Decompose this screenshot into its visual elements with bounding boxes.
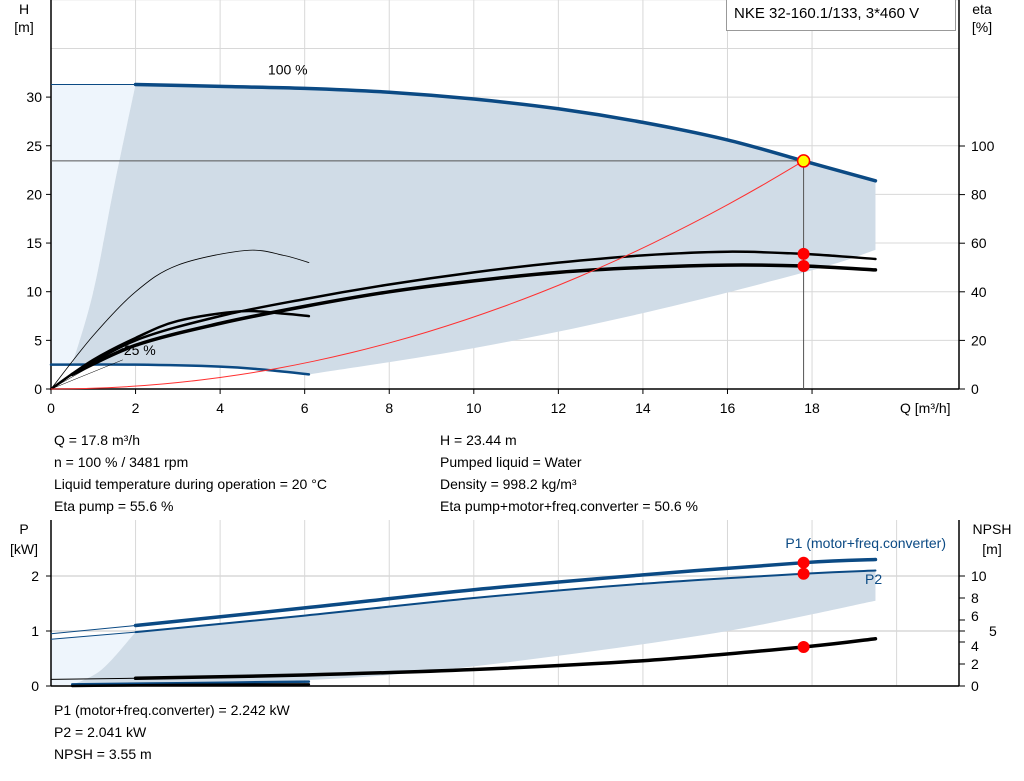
npsh-tick-label: 0 [971, 678, 979, 694]
npsh-tick-label: 10 [971, 568, 987, 584]
eta-origin-line [50, 359, 123, 390]
legend-p2: P2 [865, 571, 882, 587]
info-flow: Q = 17.8 m³/h [54, 432, 140, 448]
operating-area-light [51, 84, 136, 365]
y-tick-label-left: 0 [34, 381, 42, 397]
x-tick-label: 12 [551, 400, 567, 416]
info-liquid-temp: Liquid temperature during operation = 20… [54, 476, 327, 492]
operating-area [72, 84, 876, 375]
info-eta-pump: Eta pump = 55.6 % [54, 498, 174, 514]
duty-point-head [796, 154, 811, 168]
speed-label-max: 100 % [268, 62, 308, 78]
info-liquid: Pumped liquid = Water [440, 454, 582, 470]
info-head: H = 23.44 m [440, 432, 517, 448]
y-tick-label-left: 30 [26, 89, 42, 105]
x-tick-label: 8 [385, 400, 393, 416]
x-tick-label: 4 [216, 400, 224, 416]
y-tick-label-right: 100 [971, 138, 995, 154]
duty-point-eta-total [797, 260, 810, 273]
x-tick-label: 14 [635, 400, 651, 416]
duty-point-npsh [797, 640, 810, 653]
y-tick-label-right: 80 [971, 187, 987, 203]
y-axis-label-right: eta [972, 1, 992, 17]
head-curve-min [49, 363, 311, 376]
y-tick-label-left: 20 [26, 186, 42, 202]
npsh-tick-label: 6 [971, 608, 979, 624]
x-tick-label: 18 [804, 400, 820, 416]
eta-total-curve-min-speed [49, 309, 311, 391]
x-tick-label: 6 [301, 400, 309, 416]
y-tick-label-right: 40 [971, 284, 987, 300]
y-axis-label-right-unit: [%] [972, 19, 992, 35]
p-tick-label: 1 [31, 623, 39, 639]
x-tick-label: 2 [132, 400, 140, 416]
npsh-tick-label: 5 [989, 623, 997, 639]
duty-point-eta-pump [797, 247, 810, 260]
speed-label-min: 25 % [124, 342, 156, 358]
eta-total-curve [70, 263, 878, 377]
power-area-light [51, 632, 136, 685]
info-p1: P1 (motor+freq.converter) = 2.242 kW [54, 702, 290, 718]
duty-point-p2 [797, 567, 810, 580]
y-tick-label-right: 20 [971, 332, 987, 348]
npsh-tick-label: 8 [971, 590, 979, 606]
y-axis-label-left-unit: [m] [14, 19, 33, 35]
p2-curve-extension [50, 631, 136, 640]
x-tick-label: 0 [47, 400, 55, 416]
p-curve-min-speed [70, 680, 311, 686]
system-curve [50, 160, 805, 390]
p-tick-label: 0 [31, 678, 39, 694]
x-tick-label: 10 [466, 400, 482, 416]
x-axis-label: Q [m³/h] [900, 400, 951, 416]
eta-origin-line [50, 347, 123, 390]
y-axis-label-left: H [19, 1, 29, 17]
info-speed: n = 100 % / 3481 rpm [54, 454, 189, 470]
npsh-axis-label: NPSH [973, 521, 1012, 537]
y-tick-label-left: 15 [26, 235, 42, 251]
y-tick-label-right: 0 [971, 381, 979, 397]
info-top-right: H = 23.44 m Pumped liquid = Water Densit… [440, 429, 698, 517]
info-top-left: Q = 17.8 m³/h n = 100 % / 3481 rpm Liqui… [54, 429, 327, 517]
info-p2: P2 = 2.041 kW [54, 724, 147, 740]
y-tick-label-left: 10 [26, 284, 42, 300]
y-tick-label-left: 25 [26, 138, 42, 154]
pump-title: NKE 32-160.1/133, 3*460 V [734, 5, 920, 22]
p-axis-label-unit: [kW] [10, 541, 38, 557]
duty-point-p1 [797, 556, 810, 569]
npsh-axis-label-unit: [m] [982, 541, 1001, 557]
npsh-curve-min-speed [70, 683, 311, 688]
p-axis-label: P [19, 521, 28, 537]
x-tick-label: 16 [720, 400, 736, 416]
head-curve-max [133, 82, 878, 183]
npsh-tick-label: 2 [971, 656, 979, 672]
y-tick-label-left: 5 [34, 332, 42, 348]
npsh-tick-label: 4 [971, 638, 979, 654]
p1-curve-extension [50, 625, 136, 635]
title-box: NKE 32-160.1/133, 3*460 V [726, 0, 956, 31]
legend-p1: P1 (motor+freq.converter) [785, 535, 946, 551]
info-bottom: P1 (motor+freq.converter) = 2.242 kW P2 … [54, 699, 290, 765]
info-eta-total: Eta pump+motor+freq.converter = 50.6 % [440, 498, 698, 514]
y-tick-label-right: 60 [971, 235, 987, 251]
npsh-curve-extension [50, 677, 136, 680]
eta-pump-curve [70, 250, 877, 376]
power-area [72, 570, 876, 685]
eta-pump-curve-min-speed [50, 249, 310, 390]
info-npsh: NPSH = 3.55 m [54, 746, 152, 762]
info-density: Density = 998.2 kg/m³ [440, 476, 577, 492]
p-tick-label: 2 [31, 568, 39, 584]
